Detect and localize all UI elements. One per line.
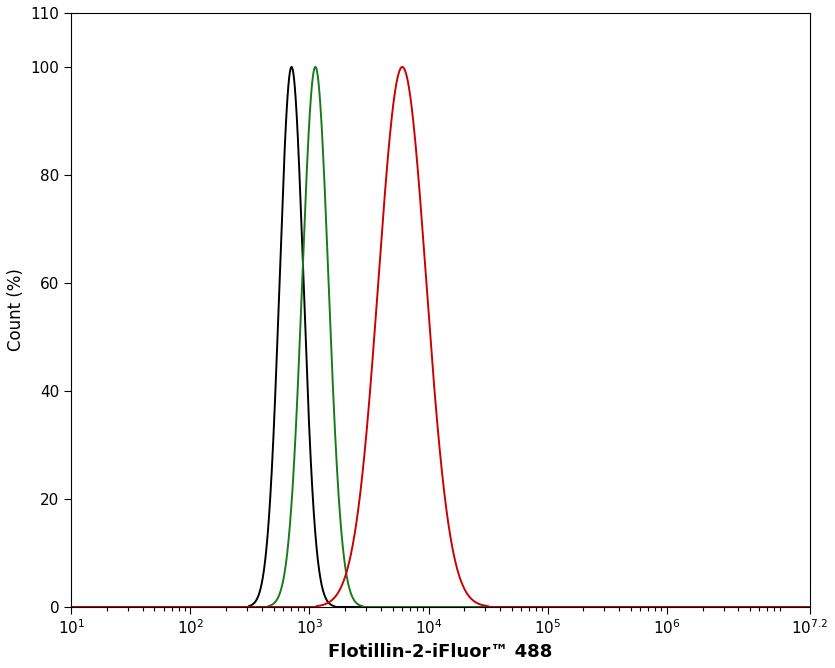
X-axis label: Flotillin-2-iFluor™ 488: Flotillin-2-iFluor™ 488 [328,643,553,661]
Y-axis label: Count (%): Count (%) [7,269,25,351]
